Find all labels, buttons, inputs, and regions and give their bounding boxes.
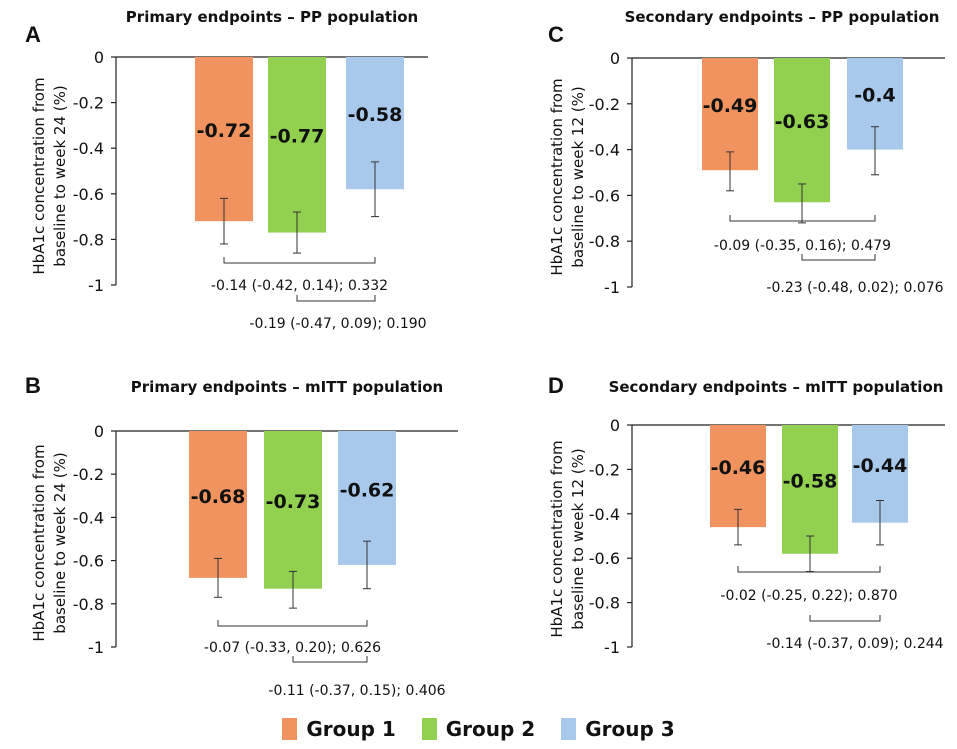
y-tick-label-a-4: -0.8 [73, 230, 104, 249]
bar-a-group-1 [195, 57, 253, 222]
chart-title-d: Secondary endpoints – mITT population [609, 378, 944, 396]
comparison-label-b-2: -0.11 (-0.37, 0.15); 0.406 [268, 683, 445, 699]
y-axis-label-c: HbA1c concentration from baseline to week… [548, 78, 587, 275]
legend: Group 1 Group 2 Group 3 [0, 712, 957, 746]
value-label-a-group-1: -0.72 [197, 120, 252, 142]
bar-c-group-2 [774, 58, 830, 203]
comparison-bracket-a-2 [296, 295, 376, 302]
y-tick-label-c-2: -0.4 [589, 141, 620, 160]
legend-item-group-1: Group 1 [282, 717, 396, 741]
comparison-bracket-d-1 [737, 566, 881, 573]
panel-letter-d: D [548, 373, 564, 398]
y-tick-label-c-4: -0.8 [589, 232, 620, 251]
y-tick-label-b-3: -0.6 [73, 552, 104, 571]
y-tick-label-c-0: 0 [610, 49, 620, 68]
y-tick-label-b-2: -0.4 [73, 508, 104, 527]
chart-title-a: Primary endpoints – PP population [126, 8, 418, 26]
value-label-d-group-1: -0.46 [711, 457, 766, 479]
y-tick-label-b-4: -0.8 [73, 595, 104, 614]
chart-panel-c: C Secondary endpoints – PP population HbA1… [548, 8, 945, 297]
value-label-d-group-3: -0.44 [853, 455, 908, 477]
legend-item-group-3: Group 3 [561, 717, 675, 741]
y-tick-label-a-3: -0.6 [73, 185, 104, 204]
comparison-bracket-c-1 [729, 215, 876, 222]
y-axis-label-b: HbA1c concentration from baseline to week… [30, 444, 69, 641]
chart-title-b: Primary endpoints – mITT population [131, 378, 443, 396]
panel-letter-a: A [25, 22, 41, 47]
comparison-label-a-1: -0.14 (-0.42, 0.14); 0.332 [211, 278, 388, 294]
chart-panel-b: B Primary endpoints – mITT population HbA1… [25, 373, 458, 699]
value-label-b-group-3: -0.62 [340, 479, 395, 501]
comparison-label-a-2: -0.19 (-0.47, 0.09); 0.190 [249, 316, 426, 332]
y-tick-label-a-0: 0 [94, 48, 104, 67]
value-label-c-group-2: -0.63 [775, 111, 830, 133]
comparison-bracket-d-2 [809, 615, 881, 622]
y-tick-label-d-5: -1 [604, 638, 620, 657]
y-tick-label-b-0: 0 [94, 422, 104, 441]
legend-label-group-2: Group 2 [445, 717, 536, 741]
comparison-bracket-a-1 [223, 257, 376, 264]
bar-b-group-1 [189, 431, 247, 578]
y-tick-label-c-5: -1 [604, 278, 620, 297]
y-tick-label-d-2: -0.4 [589, 505, 620, 524]
value-label-b-group-1: -0.68 [191, 486, 246, 508]
chart-title-c: Secondary endpoints – PP population [625, 8, 940, 26]
bar-a-group-2 [268, 57, 326, 233]
comparison-label-d-1: -0.02 (-0.25, 0.22); 0.870 [720, 588, 897, 604]
legend-item-group-2: Group 2 [421, 717, 536, 741]
y-tick-label-c-1: -0.2 [589, 95, 620, 114]
legend-swatch-group-2 [421, 718, 437, 740]
panel-letter-c: C [548, 22, 564, 47]
y-tick-label-d-1: -0.2 [589, 460, 620, 479]
y-tick-label-d-3: -0.6 [589, 549, 620, 568]
comparison-bracket-b-1 [217, 620, 368, 627]
chart-panel-d: D Secondary endpoints – mITT population Hb… [548, 373, 945, 657]
value-label-c-group-3: -0.4 [854, 85, 896, 107]
y-tick-label-d-0: 0 [610, 416, 620, 435]
value-label-b-group-2: -0.73 [266, 491, 321, 513]
comparison-label-c-1: -0.09 (-0.35, 0.16); 0.479 [714, 238, 891, 254]
legend-label-group-1: Group 1 [306, 717, 396, 741]
y-tick-label-d-4: -0.8 [589, 594, 620, 613]
chart-panel-a: A Primary endpoints – PP population HbA1c … [25, 8, 428, 332]
legend-swatch-group-1 [282, 718, 298, 740]
value-label-d-group-2: -0.58 [783, 471, 838, 493]
comparison-label-b-1: -0.07 (-0.33, 0.20); 0.626 [204, 640, 381, 656]
y-tick-label-a-1: -0.2 [73, 94, 104, 113]
bar-b-group-2 [264, 431, 322, 589]
value-label-c-group-1: -0.49 [703, 95, 758, 117]
y-axis-label-a: HbA1c concentration from baseline to week… [30, 77, 69, 274]
y-tick-label-c-3: -0.6 [589, 186, 620, 205]
y-tick-label-a-5: -1 [88, 276, 104, 295]
y-tick-label-b-1: -0.2 [73, 465, 104, 484]
value-label-a-group-3: -0.58 [348, 104, 403, 126]
legend-label-group-3: Group 3 [585, 717, 675, 741]
bar-d-group-2 [782, 425, 838, 554]
panel-letter-b: B [25, 373, 41, 398]
y-tick-label-a-2: -0.4 [73, 139, 104, 158]
legend-swatch-group-3 [561, 718, 577, 740]
comparison-bracket-c-2 [801, 254, 876, 261]
value-label-a-group-2: -0.77 [270, 126, 325, 148]
comparison-label-c-2: -0.23 (-0.48, 0.02); 0.076 [766, 280, 943, 296]
comparison-label-d-2: -0.14 (-0.37, 0.09); 0.244 [766, 636, 943, 652]
y-axis-label-d: HbA1c concentration from baseline to week… [548, 440, 587, 637]
y-tick-label-b-5: -1 [88, 638, 104, 657]
comparison-bracket-b-2 [292, 656, 368, 663]
